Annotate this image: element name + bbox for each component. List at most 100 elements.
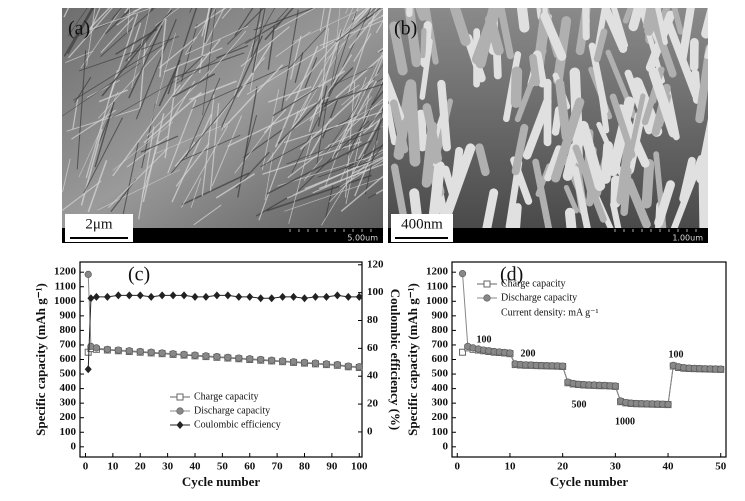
marker bbox=[300, 358, 309, 367]
rod bbox=[428, 160, 445, 224]
scale-info: 5.00um bbox=[347, 234, 378, 243]
marker bbox=[158, 291, 166, 300]
rod bbox=[642, 8, 654, 30]
fiber bbox=[317, 85, 328, 127]
marker bbox=[311, 292, 319, 301]
fiber bbox=[215, 173, 256, 199]
fiber bbox=[342, 110, 383, 150]
fiber bbox=[86, 8, 96, 66]
marker bbox=[279, 292, 287, 301]
fiber bbox=[344, 144, 383, 169]
fiber bbox=[173, 38, 221, 98]
marker bbox=[147, 348, 155, 356]
marker bbox=[84, 365, 92, 374]
rod bbox=[670, 155, 705, 228]
x-tick-label: 70 bbox=[272, 461, 284, 473]
fiber bbox=[342, 8, 372, 68]
fiber bbox=[362, 149, 383, 161]
fiber bbox=[250, 8, 262, 60]
marker bbox=[664, 400, 672, 408]
fiber bbox=[220, 35, 263, 128]
fiber bbox=[272, 86, 319, 117]
fiber bbox=[374, 54, 383, 76]
fiber bbox=[342, 8, 370, 38]
fiber bbox=[367, 189, 383, 199]
marker bbox=[246, 355, 254, 363]
marker bbox=[344, 362, 352, 370]
fiber bbox=[316, 99, 328, 164]
rod bbox=[441, 143, 476, 220]
fiber bbox=[62, 180, 102, 212]
y-tick-label: 200 bbox=[60, 411, 77, 423]
panel-label: (a) bbox=[68, 18, 90, 40]
fiber bbox=[94, 101, 115, 168]
fiber bbox=[336, 8, 341, 42]
marker bbox=[114, 291, 122, 300]
fiber bbox=[304, 156, 383, 190]
fiber bbox=[185, 8, 217, 54]
fiber bbox=[80, 129, 103, 206]
rod bbox=[420, 27, 427, 59]
rod bbox=[671, 8, 684, 35]
marker bbox=[213, 291, 221, 300]
y-tick-label: 500 bbox=[60, 368, 77, 380]
x-tick-label: 50 bbox=[217, 461, 229, 473]
fiber bbox=[115, 28, 158, 55]
marker bbox=[289, 358, 298, 366]
fiber bbox=[208, 30, 247, 75]
fiber bbox=[346, 98, 383, 132]
fiber bbox=[227, 96, 330, 147]
rod bbox=[563, 184, 579, 214]
marker bbox=[246, 292, 254, 301]
marker bbox=[559, 362, 567, 370]
rod bbox=[610, 8, 629, 49]
legend-marker bbox=[483, 280, 491, 288]
fiber bbox=[242, 8, 245, 10]
marker bbox=[301, 294, 309, 303]
rod bbox=[475, 143, 490, 177]
fiber bbox=[286, 27, 327, 71]
x-tick-label: 10 bbox=[107, 461, 119, 473]
fiber bbox=[158, 59, 181, 107]
fiber bbox=[181, 172, 250, 206]
fiber bbox=[167, 8, 198, 95]
rod bbox=[484, 14, 504, 56]
fiber bbox=[67, 8, 95, 55]
fiber bbox=[354, 140, 378, 197]
rod bbox=[610, 201, 622, 228]
marker bbox=[257, 294, 265, 303]
fiber bbox=[335, 54, 383, 99]
rod bbox=[564, 207, 577, 228]
fiber bbox=[319, 8, 325, 32]
fiber bbox=[97, 46, 164, 119]
marker bbox=[235, 292, 243, 301]
legend-label: Charge capacity bbox=[194, 391, 259, 402]
y2-tick-label: 100 bbox=[367, 286, 384, 298]
marker bbox=[103, 292, 111, 301]
rod bbox=[510, 66, 523, 108]
legend-marker bbox=[176, 393, 184, 401]
rod bbox=[419, 38, 433, 100]
rod bbox=[624, 177, 651, 228]
fiber bbox=[252, 8, 276, 47]
x-tick-label: 40 bbox=[663, 461, 675, 473]
fiber bbox=[158, 36, 197, 69]
fiber bbox=[277, 67, 354, 144]
y-tick-label: 300 bbox=[60, 397, 77, 409]
rod bbox=[551, 106, 563, 136]
marker bbox=[147, 292, 155, 301]
fiber bbox=[211, 115, 243, 186]
fiber bbox=[327, 125, 374, 147]
marker bbox=[136, 347, 144, 356]
fiber bbox=[216, 45, 249, 59]
marker bbox=[459, 348, 467, 356]
fiber bbox=[88, 8, 153, 31]
rod bbox=[571, 165, 591, 228]
fiber bbox=[273, 8, 316, 31]
fiber bbox=[175, 142, 210, 187]
scale-text: 400nm bbox=[401, 216, 443, 232]
legend-marker bbox=[483, 294, 491, 302]
rod bbox=[389, 21, 408, 76]
fiber bbox=[150, 32, 176, 124]
